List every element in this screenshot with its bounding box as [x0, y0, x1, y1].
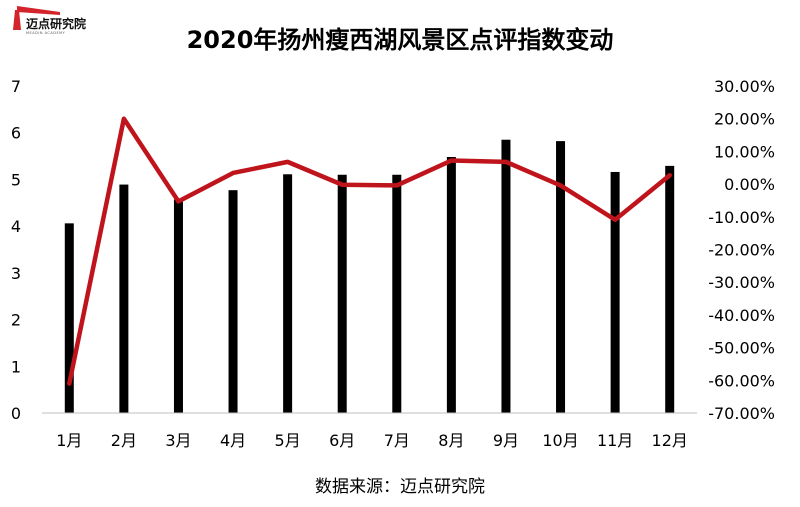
line-series [67, 116, 672, 386]
left-tick-label: 7 [11, 77, 21, 96]
bar [501, 139, 511, 413]
right-tick-label: -40.00% [708, 306, 775, 325]
left-tick-label: 2 [11, 311, 21, 330]
bar [173, 199, 183, 413]
bar [610, 171, 620, 413]
right-axis-ticks: -70.00% -60.00% -50.00% -40.00% -30.00% -20.0… [708, 77, 775, 423]
x-tick-label: 7月 [384, 431, 410, 450]
right-tick-label: -10.00% [708, 208, 775, 227]
logo-lighthouse-icon [13, 10, 21, 30]
logo-text: 迈点研究院 [26, 16, 86, 31]
logo-subtext: MEADIN ACADEMY [26, 31, 66, 35]
left-tick-label: 4 [11, 217, 21, 236]
bar [283, 174, 293, 413]
x-tick-label: 6月 [329, 431, 355, 450]
right-tick-label: 30.00% [714, 77, 775, 96]
brand-logo: 迈点研究院 MEADIN ACADEMY [13, 6, 86, 35]
left-axis-ticks: 0 1 2 3 4 5 6 7 [11, 77, 21, 423]
x-tick-label: 10月 [542, 431, 578, 450]
bars [64, 139, 675, 413]
right-tick-label: 10.00% [714, 142, 775, 161]
chart-title: 2020年扬州瘦西湖风景区点评指数变动 [187, 26, 614, 54]
right-tick-label: -70.00% [708, 404, 775, 423]
bar [665, 165, 675, 413]
left-tick-label: 0 [11, 404, 21, 423]
right-tick-label: -50.00% [708, 339, 775, 358]
x-axis-labels: 1月 2月 3月 4月 5月 6月 7月 8月 9月 10月 11月 12月 [56, 431, 688, 450]
left-tick-label: 3 [11, 264, 21, 283]
x-tick-label: 2月 [111, 431, 137, 450]
right-tick-label: -30.00% [708, 273, 775, 292]
x-tick-label: 8月 [438, 431, 464, 450]
x-tick-label: 5月 [275, 431, 301, 450]
x-tick-label: 4月 [220, 431, 246, 450]
change-rate-line [67, 116, 672, 386]
bar [119, 184, 129, 413]
bar [392, 174, 402, 413]
right-tick-label: -20.00% [708, 241, 775, 260]
bar [446, 157, 456, 413]
left-tick-label: 5 [11, 170, 21, 189]
bar [337, 174, 347, 413]
right-tick-label: -60.00% [708, 371, 775, 390]
right-tick-label: 20.00% [714, 110, 775, 129]
x-tick-label: 12月 [652, 431, 688, 450]
x-tick-label: 9月 [493, 431, 519, 450]
bar [556, 141, 566, 413]
x-tick-label: 1月 [56, 431, 82, 450]
x-tick-label: 11月 [597, 431, 633, 450]
bar [64, 223, 74, 413]
x-tick-label: 3月 [165, 431, 191, 450]
bar [228, 190, 238, 413]
right-tick-label: 0.00% [724, 175, 775, 194]
logo-mark-icon [17, 6, 60, 15]
left-tick-label: 1 [11, 357, 21, 376]
source-note: 数据来源：迈点研究院 [315, 477, 485, 497]
left-tick-label: 6 [11, 124, 21, 143]
